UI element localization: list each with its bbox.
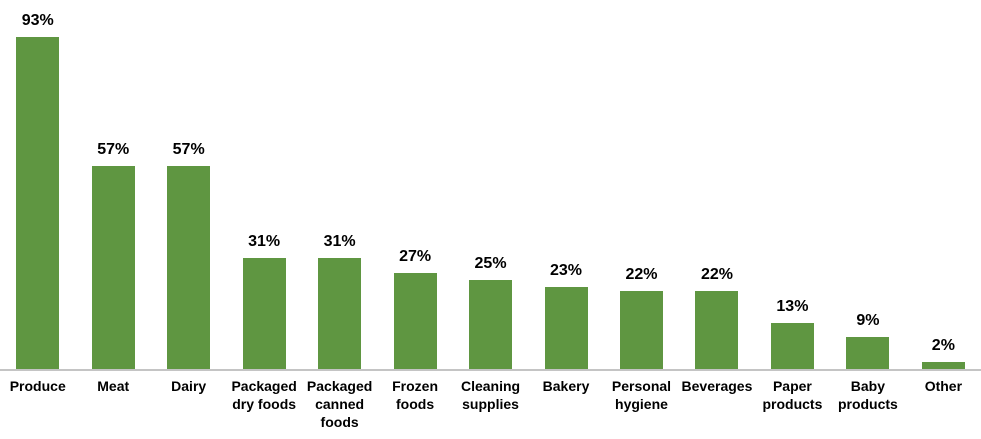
bar-column: 22% bbox=[604, 266, 679, 369]
category-label: Frozen foods bbox=[392, 378, 439, 412]
bar-column: 22% bbox=[679, 266, 754, 369]
bar-value-label: 57% bbox=[97, 141, 130, 158]
bar-value-label: 23% bbox=[550, 262, 583, 279]
bar bbox=[242, 258, 286, 369]
bar-value-label: 13% bbox=[776, 298, 809, 315]
bar-column: 31% bbox=[302, 233, 377, 369]
bar-value-label: 2% bbox=[931, 337, 955, 354]
bar-value-label: 9% bbox=[856, 312, 880, 329]
bar-column: 31% bbox=[226, 233, 301, 369]
category-label: Bakery bbox=[542, 378, 590, 394]
bar bbox=[16, 37, 60, 369]
bar bbox=[469, 280, 513, 369]
bar bbox=[846, 337, 890, 369]
bar-value-label: 25% bbox=[474, 255, 507, 272]
bar-value-label: 57% bbox=[172, 141, 205, 158]
category-label: Packaged dry foods bbox=[231, 378, 297, 412]
bar bbox=[921, 362, 965, 369]
bar-column: 23% bbox=[528, 262, 603, 369]
bar-column: 25% bbox=[453, 255, 528, 369]
bar-column: 93% bbox=[0, 12, 75, 369]
bar bbox=[695, 291, 739, 369]
category-label: Paper products bbox=[762, 378, 823, 412]
bar-column: 2% bbox=[906, 337, 981, 369]
category-label: Dairy bbox=[171, 378, 207, 394]
bar bbox=[544, 287, 588, 369]
bar bbox=[318, 258, 362, 369]
bar-value-label: 31% bbox=[323, 233, 356, 250]
bar bbox=[619, 291, 663, 369]
bar bbox=[91, 166, 135, 369]
category-label: Meat bbox=[97, 378, 130, 394]
category-label: Beverages bbox=[681, 378, 753, 394]
category-label: Baby products bbox=[837, 378, 898, 412]
bar-column: 57% bbox=[151, 141, 226, 369]
bar-column: 13% bbox=[755, 298, 830, 369]
category-label: Packaged canned foods bbox=[306, 378, 373, 430]
plot-area: 93% 57% 57% 31% 31% 27% 25% 23% 22% 22% bbox=[0, 12, 981, 371]
bar bbox=[393, 273, 437, 369]
category-label: Produce bbox=[9, 378, 66, 394]
bar-column: 57% bbox=[75, 141, 150, 369]
bar-value-label: 93% bbox=[21, 12, 54, 29]
bar bbox=[167, 166, 211, 369]
bar-column: 9% bbox=[830, 312, 905, 369]
bar-value-label: 22% bbox=[700, 266, 733, 283]
category-label: Other bbox=[924, 378, 963, 394]
bar-value-label: 31% bbox=[248, 233, 281, 250]
bar-value-label: 27% bbox=[399, 248, 432, 265]
category-label: Personal hygiene bbox=[611, 378, 672, 412]
category-label: Cleaning supplies bbox=[460, 378, 521, 412]
bar bbox=[770, 323, 814, 369]
bar-value-label: 22% bbox=[625, 266, 658, 283]
bar-column: 27% bbox=[377, 248, 452, 369]
category-axis: Produce Meat Dairy Packaged dry foods Pa… bbox=[0, 371, 981, 431]
